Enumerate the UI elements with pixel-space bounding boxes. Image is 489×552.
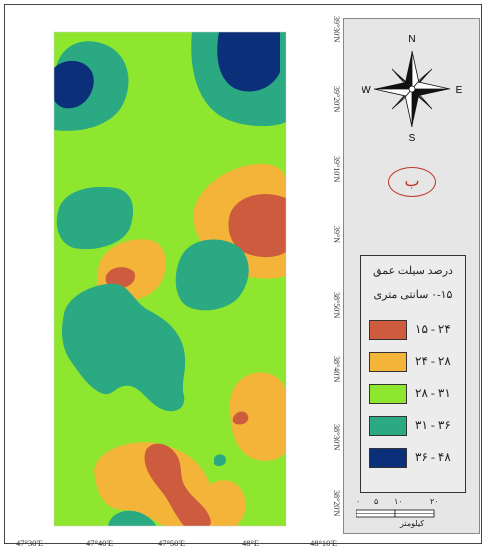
zone-31-36-left-middle (56, 186, 134, 250)
lon-label: 48°E (242, 538, 260, 548)
legend-label: ۳۱ - ۳۶ (415, 418, 451, 432)
scale-tick: ۲۰ (430, 497, 439, 506)
zone-36-48-top-right (217, 32, 280, 92)
north-arrow-icon: N S E W (362, 34, 462, 143)
legend-subtitle: ۰-۱۵ سانتی متری (373, 289, 453, 301)
legend-label: ۲۴ - ۲۸ (415, 354, 451, 368)
legend-label: ۱۵ - ۲۴ (415, 322, 451, 336)
zone-31-36-central (62, 283, 186, 412)
scale-unit: کیلومتر (400, 519, 425, 528)
zone-24-28-right-lower (229, 372, 286, 461)
legend-item: ۳۶ - ۴۸ (369, 448, 461, 470)
zone-31-36-right-middle (175, 239, 249, 311)
compass-east: E (456, 85, 462, 96)
panel-letter: ب (388, 167, 436, 197)
zone-15-24-right-lower (232, 411, 249, 425)
lon-label: 47°30'E (16, 538, 44, 548)
lat-label: 39°20'N (332, 86, 341, 113)
legend-label: ۳۶ - ۴۸ (415, 450, 451, 464)
scale-bar: ۰ ۵ ۱۰ ۲۰ کیلومتر (354, 497, 470, 531)
legend-title: درصد سیلت عمق (373, 265, 453, 277)
silt-map (34, 14, 330, 530)
legend-item: ۱۵ - ۲۴ (369, 320, 461, 342)
scale-bar-graphic (356, 509, 435, 518)
scale-tick: ۰ (356, 497, 361, 506)
legend-swatch (369, 448, 407, 468)
legend-swatch (369, 320, 407, 340)
zone-15-24-center-small (105, 267, 136, 288)
legend-label: ۲۸ - ۳۱ (415, 386, 451, 400)
compass-south: S (409, 133, 416, 143)
compass-north: N (408, 34, 415, 45)
scale-tick: ۱۰ (394, 497, 403, 506)
legend-item: ۲۸ - ۳۱ (369, 384, 461, 406)
zone-36-48-top-left (54, 60, 94, 109)
lat-label: 39°30'N (332, 16, 341, 43)
lat-label: 38°20'N (332, 490, 341, 517)
scale-tick: ۵ (374, 497, 379, 506)
legend-swatch (369, 352, 407, 372)
legend: درصد سیلت عمق ۰-۱۵ سانتی متری ۱۵ - ۲۴ ۲۴… (360, 255, 466, 493)
lat-label: 39°10'N (332, 156, 341, 183)
lon-label: 48°10'E (310, 538, 338, 548)
lat-label: 39°N (332, 226, 341, 243)
lon-label: 47°50'E (158, 538, 186, 548)
lon-label: 47°40'E (86, 538, 114, 548)
zone-24-28-bottom-tail (202, 480, 246, 526)
lat-label: 38°30'N (332, 424, 341, 451)
map-canvas (34, 14, 330, 530)
zone-15-24-right-upper (228, 194, 286, 258)
legend-item: ۳۱ - ۳۶ (369, 416, 461, 438)
zone-31-36-bottom-spot (214, 454, 226, 467)
zone-15-24-bottom (144, 443, 211, 526)
zone-31-36-bottom-left (108, 510, 156, 526)
side-panel: N S E W ب درصد سیلت عمق ۰-۱۵ سانتی متری … (343, 18, 480, 534)
legend-swatch (369, 384, 407, 404)
compass-west: W (362, 85, 371, 96)
legend-swatch (369, 416, 407, 436)
lat-label: 38°40'N (332, 356, 341, 383)
lat-label: 38°50'N (332, 292, 341, 319)
legend-item: ۲۴ - ۲۸ (369, 352, 461, 374)
